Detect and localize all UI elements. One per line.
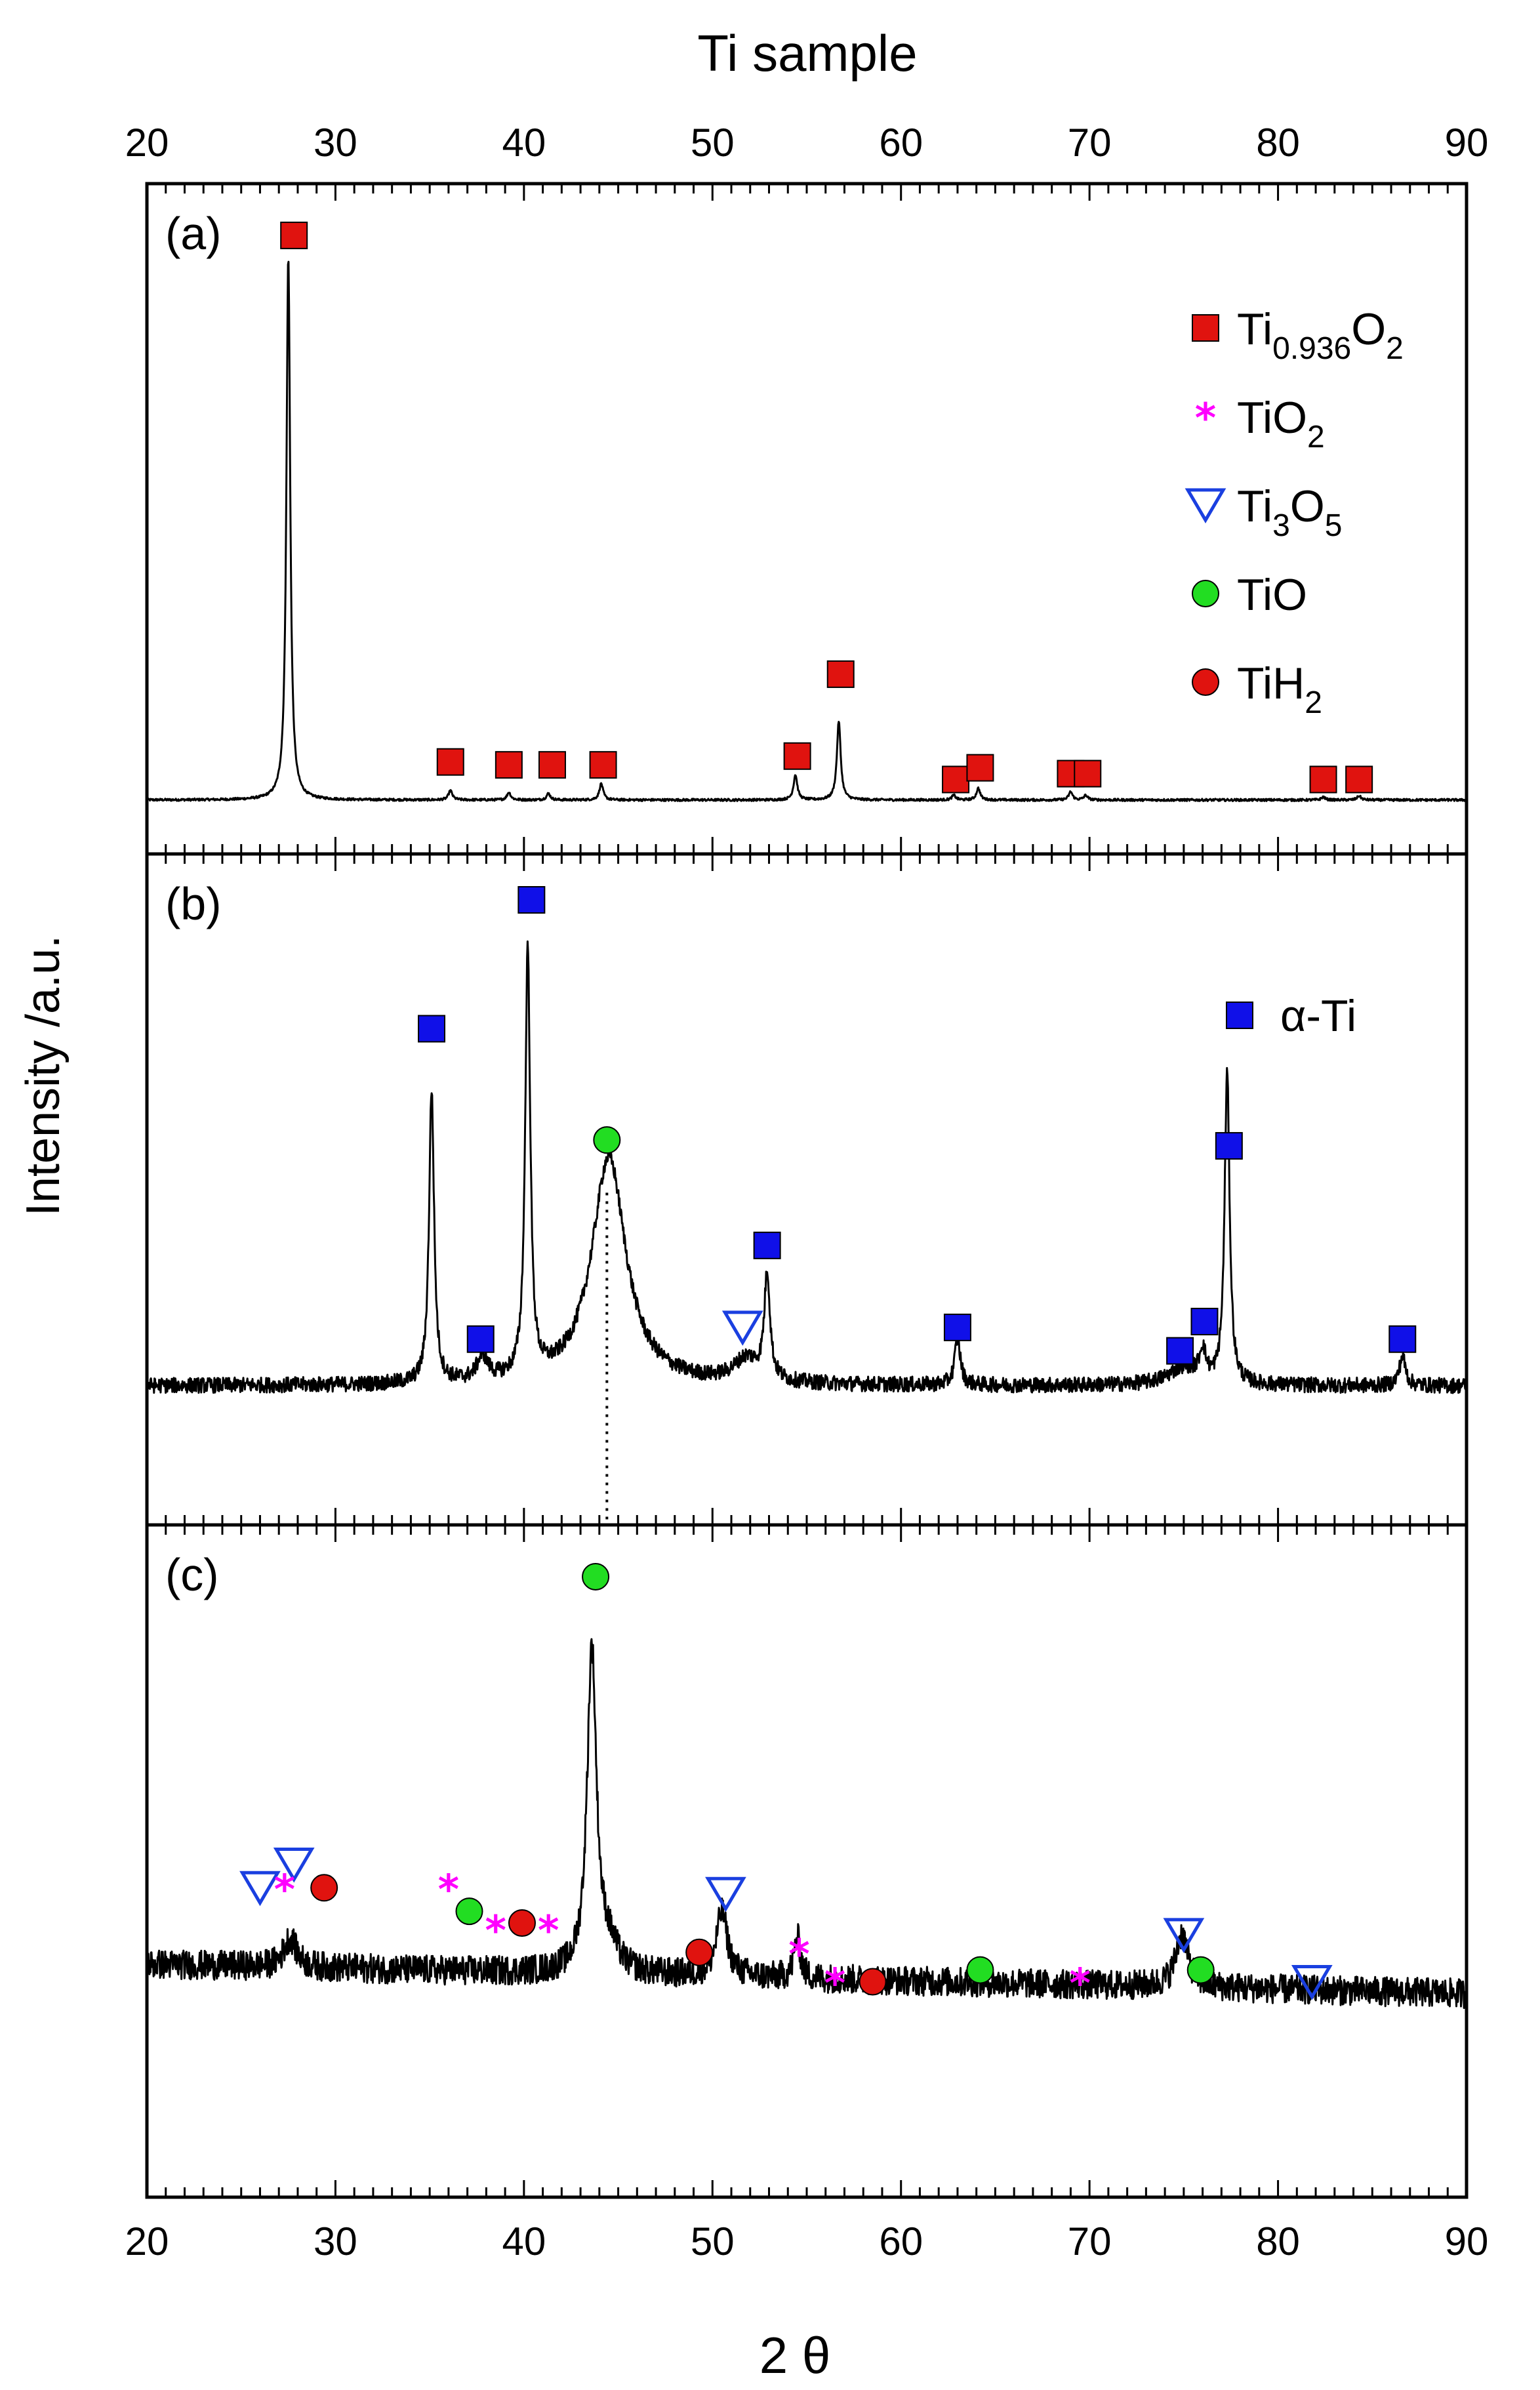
legend-item: TiH2 [1192,658,1322,720]
red-square-marker [783,742,811,770]
legend-label: Ti0.936O2 [1237,304,1404,366]
red-square-marker [942,765,970,794]
y-axis-label: Intensity /a.u. [17,935,70,1216]
green-circle-marker [582,1562,610,1590]
green-circle-marker [455,1897,483,1926]
magenta-star-marker: * [274,1865,295,1913]
x-tick-label-bottom: 40 [502,2219,546,2263]
red-square-marker [1309,765,1337,794]
legend-label: α-Ti [1280,991,1356,1041]
blue-square-marker [1166,1337,1194,1365]
x-tick-label-top: 20 [125,121,169,165]
blue-square-marker [1190,1307,1219,1335]
x-tick-label-bottom: 20 [125,2219,169,2263]
red-square-marker [826,660,855,688]
magenta-star-marker: * [788,1930,809,1978]
blue-square-marker [517,886,546,914]
blue-square-marker [943,1313,971,1341]
panel-c: * * * * * * * (c) [146,1523,1468,2009]
x-tick-label-top: 90 [1445,121,1489,165]
red-square-marker [589,751,617,779]
blue-square-marker [466,1325,495,1353]
panel-label: (a) [165,208,222,259]
x-tick-label-bottom: 50 [691,2219,735,2263]
blue-square-marker [1388,1325,1417,1353]
legend-item-alpha-ti: α-Ti [1226,991,1356,1041]
magenta-star-marker: * [1195,394,1216,442]
x-tick-label-bottom: 70 [1068,2219,1112,2263]
blue-square-marker [418,1015,446,1043]
chart-title: Ti sample [697,24,917,82]
red-square-marker [495,751,523,779]
blue-triangle-marker [1185,488,1226,523]
x-tick-label-top: 60 [879,121,923,165]
blue-triangle-marker [721,1310,763,1346]
x-tick-label-top: 30 [314,121,357,165]
legend-label: Ti3O5 [1237,481,1342,543]
magenta-star-marker: * [485,1907,506,1955]
x-tick-label-top: 70 [1068,121,1112,165]
legend-item: Ti3O5 [1185,481,1342,543]
blue-square-marker [753,1231,781,1259]
panel-b: (b) [146,852,1468,1525]
green-circle-marker [1186,1956,1215,1984]
red-circle-marker [1192,668,1219,696]
spectrum-line [146,260,1468,802]
x-tick-label-top: 50 [691,121,735,165]
blue-triangle-marker [705,1876,746,1913]
legend-item: TiO [1192,570,1307,620]
red-square-marker [280,221,308,249]
red-square-marker [966,754,994,782]
x-tick-label-top: 80 [1256,121,1300,165]
green-circle-marker [1192,580,1219,607]
red-square-marker [538,751,566,779]
legend-label: TiO [1237,570,1307,620]
magenta-star-marker: * [1070,1960,1091,2008]
x-tick-label-bottom: 30 [314,2219,357,2263]
legend-item: Ti0.936O2 [1192,304,1404,366]
red-circle-marker [310,1874,338,1902]
blue-square-marker [1215,1132,1243,1160]
magenta-star-marker: * [538,1907,559,1955]
panel-a: (a) [146,208,1468,802]
panel-label: (b) [165,878,222,929]
legend-label: TiO2 [1237,393,1325,455]
spectrum-line [146,940,1468,1394]
green-circle-marker [966,1956,994,1984]
red-square-marker [1192,314,1219,342]
blue-triangle-marker [1291,1965,1333,2000]
blue-square-marker [1226,1002,1253,1029]
plot-panels: (a) (b) * * * * * * * (c) [145,182,1469,2199]
magenta-star-marker: * [438,1865,459,1913]
x-tick-label-bottom: 80 [1256,2219,1300,2263]
blue-triangle-marker [273,1848,315,1883]
magenta-star-marker: * [824,1960,845,2008]
red-square-marker [1345,765,1373,794]
red-circle-marker [859,1968,887,1996]
panel-label: (c) [165,1549,219,1600]
red-square-marker [436,748,464,776]
red-square-marker [1074,760,1102,788]
green-circle-marker [593,1126,621,1154]
x-tick-label-top: 40 [502,121,546,165]
blue-triangle-marker [1163,1918,1205,1953]
x-tick-label-bottom: 60 [879,2219,923,2263]
legend-item: * TiO2 [1195,393,1325,455]
spectrum-line [146,1638,1468,2009]
legend-label: TiH2 [1237,658,1322,720]
plot-frame [145,182,1469,2199]
red-circle-marker [685,1938,714,1966]
x-tick-label-bottom: 90 [1445,2219,1489,2263]
blue-triangle-marker [239,1871,281,1907]
legend: Ti0.936O2 * TiO2 Ti3O5 TiO TiH2 α-Ti [1185,304,1404,1041]
red-circle-marker [508,1909,536,1937]
x-axis-label: 2 θ [760,2326,830,2384]
